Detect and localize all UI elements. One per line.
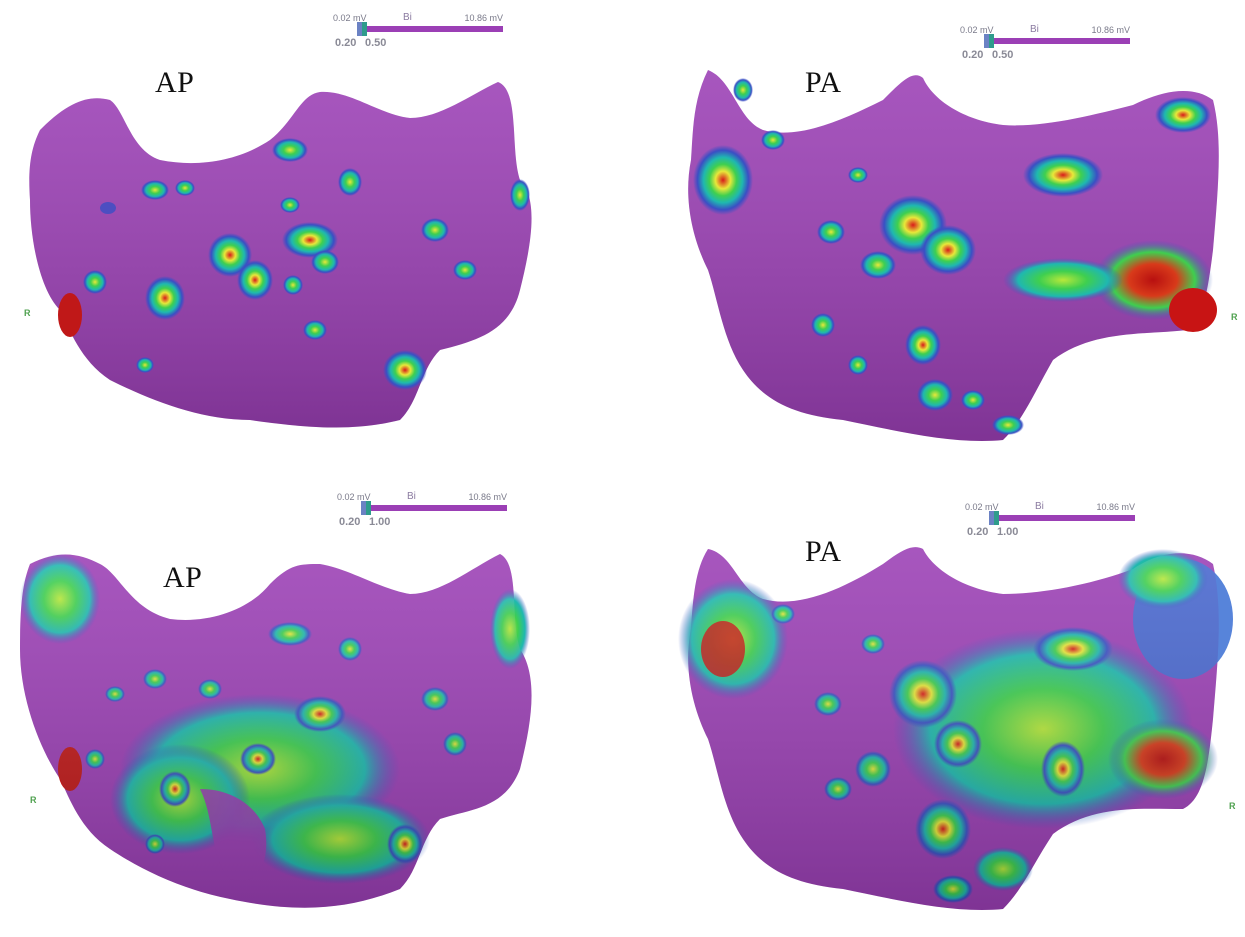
- scale-low-handle[interactable]: [989, 511, 994, 525]
- scale-mode-label: Bi: [407, 491, 416, 502]
- scale-min-label: 0.02 mV: [965, 502, 999, 512]
- scale-bar: [988, 38, 1130, 44]
- scale-high-threshold: 1.00: [369, 516, 391, 528]
- scale-low-threshold: 0.20: [967, 526, 989, 538]
- scale-low-threshold: 0.20: [339, 516, 361, 528]
- scale-high-threshold: 0.50: [365, 37, 387, 49]
- map-panel-pa-top: PA 0.02 mV Bi 10.86 mV 0.20 0.50 R: [623, 0, 1245, 468]
- scale-low-handle[interactable]: [361, 501, 366, 515]
- voltage-map-pa-top: [688, 70, 1219, 441]
- scale-low-threshold: 0.20: [335, 37, 357, 49]
- voltage-scale: 0.02 mV Bi 10.86 mV 0.20 0.50: [333, 12, 503, 53]
- scale-bar: [365, 505, 507, 511]
- map-panel-ap-top: AP 0.02 mV Bi 10.86 mV 0.20 0.50 R: [0, 0, 622, 468]
- scale-high-threshold: 0.50: [992, 49, 1014, 61]
- scale-mode-label: Bi: [1035, 501, 1044, 512]
- view-label: PA: [805, 66, 842, 99]
- view-label: PA: [805, 535, 842, 568]
- scale-max-label: 10.86 mV: [1096, 502, 1135, 512]
- scale-high-threshold: 1.00: [997, 526, 1019, 538]
- axis-marker: R: [1229, 801, 1236, 811]
- axis-marker: R: [24, 308, 31, 318]
- scale-low-handle[interactable]: [357, 22, 362, 36]
- scale-max-label: 10.86 mV: [468, 492, 507, 502]
- scale-high-handle[interactable]: [362, 22, 367, 36]
- scale-mode-label: Bi: [1030, 24, 1039, 35]
- voltage-map-pa-bottom: [678, 547, 1233, 910]
- voltage-scale: 0.02 mV Bi 10.86 mV 0.20 1.00: [337, 491, 507, 532]
- scale-mode-label: Bi: [403, 12, 412, 23]
- scale-max-label: 10.86 mV: [464, 13, 503, 23]
- axis-marker: R: [30, 795, 37, 805]
- axis-marker: R: [1231, 312, 1238, 322]
- map-panel-pa-bottom: PA 0.02 mV Bi 10.86 mV 0.20 1.00 R: [623, 469, 1245, 937]
- scale-bar: [361, 26, 503, 32]
- scale-max-label: 10.86 mV: [1091, 25, 1130, 35]
- voltage-map-ap-bottom: [20, 554, 532, 908]
- scale-high-handle[interactable]: [994, 511, 999, 525]
- view-label: AP: [163, 561, 203, 594]
- map-panel-ap-bottom: AP 0.02 mV Bi 10.86 mV 0.20 1.00 R: [0, 469, 622, 937]
- scale-bar: [993, 515, 1135, 521]
- voltage-map-ap-top: [29, 82, 532, 428]
- view-label: AP: [155, 66, 195, 99]
- voltage-scale: 0.02 mV Bi 10.86 mV 0.20 0.50: [960, 24, 1130, 65]
- voltage-scale: 0.02 mV Bi 10.86 mV 0.20 1.00: [965, 501, 1135, 542]
- scale-high-handle[interactable]: [366, 501, 371, 515]
- scale-high-handle[interactable]: [989, 34, 994, 48]
- scale-min-label: 0.02 mV: [333, 13, 367, 23]
- scale-low-handle[interactable]: [984, 34, 989, 48]
- scale-low-threshold: 0.20: [962, 49, 984, 61]
- scale-min-label: 0.02 mV: [960, 25, 994, 35]
- scale-min-label: 0.02 mV: [337, 492, 371, 502]
